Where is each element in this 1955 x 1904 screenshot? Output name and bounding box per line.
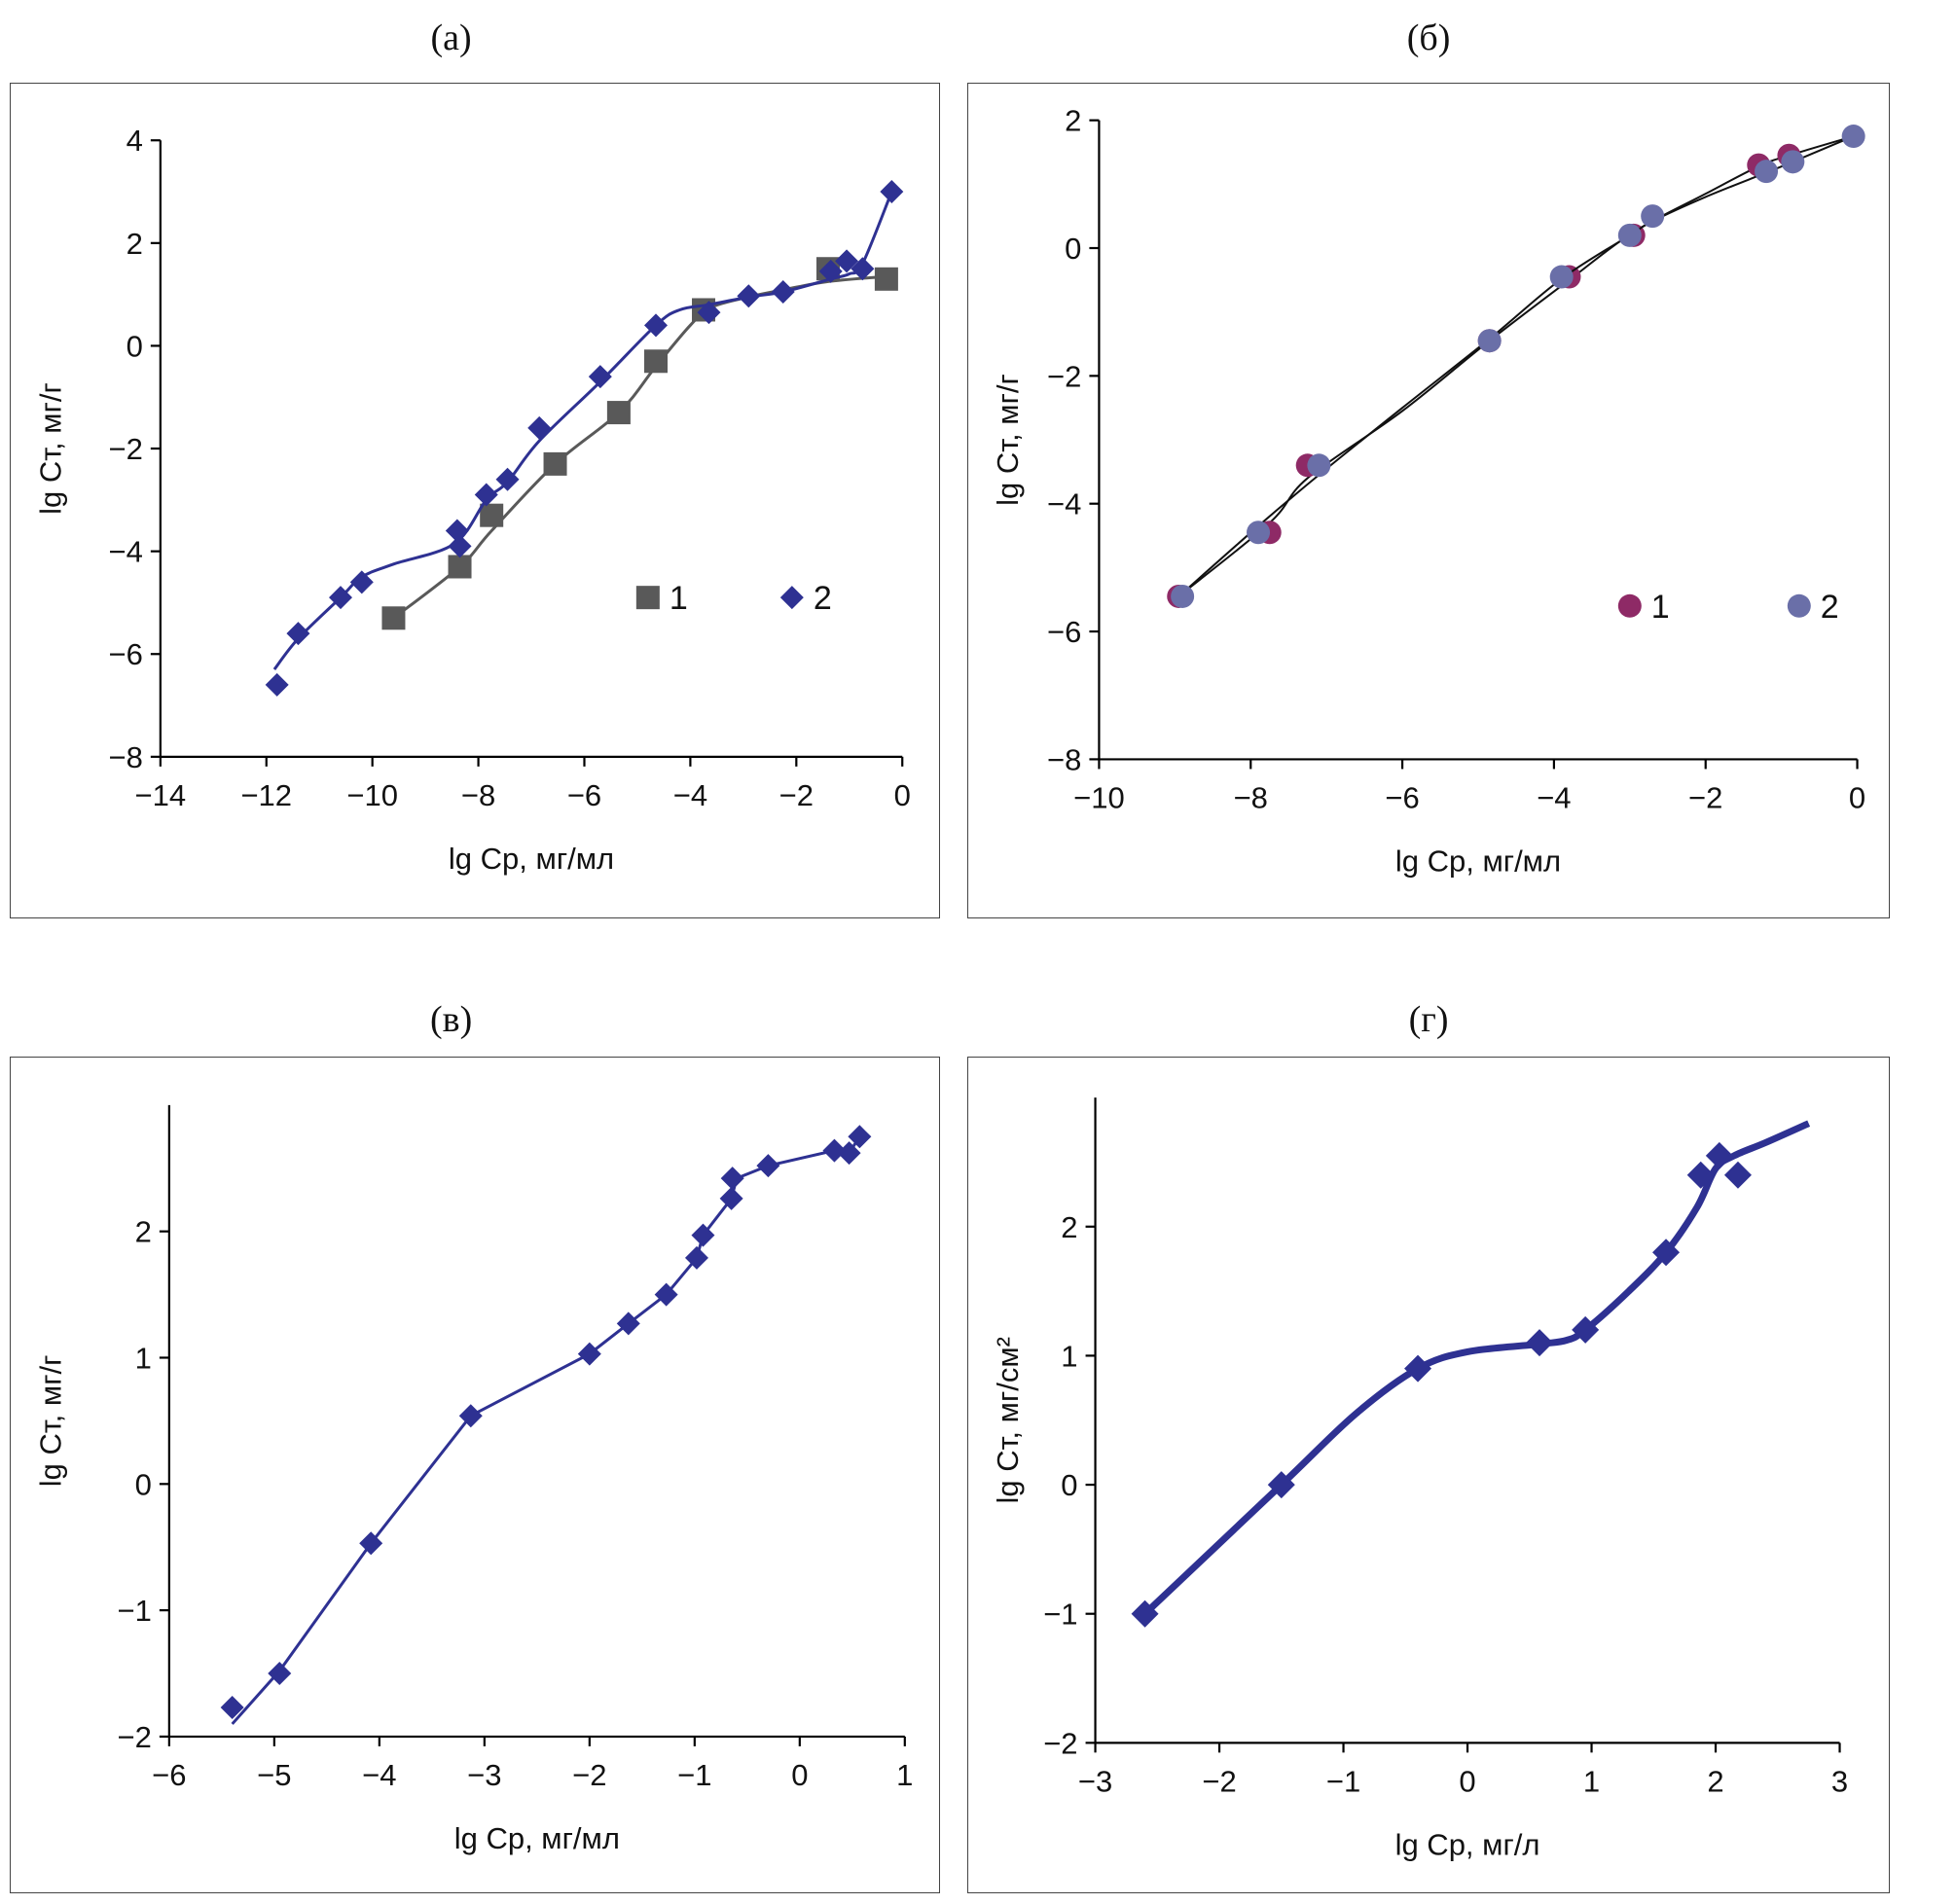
- panel-b-frame: [967, 82, 1891, 918]
- panel-d-caption: (г): [1408, 998, 1449, 1040]
- panel-b-caption: (б): [1406, 18, 1451, 59]
- panel-a-frame: [10, 82, 940, 918]
- panel-a-caption: (а): [430, 18, 472, 59]
- panel-c-caption: (в): [429, 998, 473, 1040]
- panel-d-frame: [967, 1056, 1891, 1893]
- panel-c-frame: [10, 1056, 940, 1893]
